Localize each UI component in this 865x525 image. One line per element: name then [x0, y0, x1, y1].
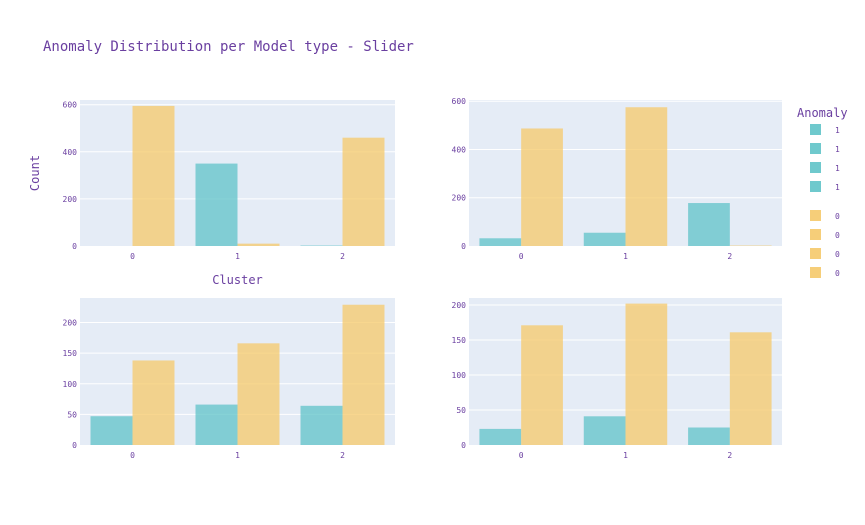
legend-label: 1: [835, 183, 840, 192]
legend-swatch: [810, 124, 821, 135]
legend-swatch: [810, 267, 821, 278]
y-tick-label: 200: [63, 319, 78, 328]
y-tick-label: 400: [452, 145, 467, 154]
x-tick-label: 2: [340, 252, 345, 261]
y-tick-label: 100: [63, 380, 78, 389]
legend-label: 0: [835, 250, 840, 259]
y-tick-label: 50: [67, 410, 77, 419]
bar-cluster-1-anomaly-1[interactable]: [195, 163, 238, 246]
bar-cluster-1-anomaly-0[interactable]: [237, 243, 280, 246]
y-tick-label: 600: [63, 101, 78, 110]
bar-cluster-1-anomaly-1[interactable]: [195, 404, 238, 445]
x-tick-label: 2: [727, 451, 732, 460]
legend-item-anomaly-1[interactable]: 1: [810, 124, 840, 135]
bar-cluster-0-anomaly-0[interactable]: [521, 128, 563, 246]
chart-title: Anomaly Distribution per Model type - Sl…: [43, 39, 414, 55]
bar-cluster-1-anomaly-0[interactable]: [625, 303, 668, 445]
legend-swatch: [810, 143, 821, 154]
legend-item-anomaly-1[interactable]: 1: [810, 162, 840, 173]
y-tick-label: 50: [456, 406, 466, 415]
y-tick-label: 200: [452, 301, 467, 310]
legend-item-anomaly-0[interactable]: 0: [810, 248, 840, 259]
x-tick-label: 0: [519, 252, 524, 261]
x-tick-label: 1: [235, 451, 240, 460]
y-tick-label: 0: [461, 441, 466, 450]
legend-swatch: [810, 229, 821, 240]
x-tick-label: 1: [623, 451, 628, 460]
y-tick-label: 400: [63, 148, 78, 157]
bar-cluster-1-anomaly-1[interactable]: [583, 416, 626, 445]
y-tick-label: 0: [72, 441, 77, 450]
y-tick-label: 150: [452, 336, 467, 345]
y-tick-label: 0: [461, 242, 466, 251]
legend-title: Anomaly: [797, 106, 848, 120]
y-tick-label: 600: [452, 97, 467, 106]
legend-label: 1: [835, 164, 840, 173]
x-tick-label: 0: [130, 252, 135, 261]
bar-cluster-0-anomaly-0[interactable]: [132, 360, 175, 445]
x-tick-label: 1: [235, 252, 240, 261]
bar-cluster-1-anomaly-0[interactable]: [237, 343, 280, 445]
bar-cluster-0-anomaly-1[interactable]: [90, 416, 133, 445]
subplot-1: 0 200 400 600 0 1 2: [452, 97, 782, 261]
legend[interactable]: Anomaly 1 1 1 1 0 0 0 0: [797, 106, 848, 278]
bar-cluster-1-anomaly-1[interactable]: [583, 232, 626, 246]
subplot-0: 0 200 400 600 0 1 2 Cluster Count: [28, 100, 395, 287]
bar-cluster-0-anomaly-0[interactable]: [132, 105, 175, 246]
legend-swatch: [810, 181, 821, 192]
x-tick-label: 2: [727, 252, 732, 261]
subplot-2: 0 50 100 150 200 0 1 2: [63, 298, 395, 460]
bar-cluster-2-anomaly-1[interactable]: [688, 427, 730, 446]
legend-item-anomaly-0[interactable]: 0: [810, 229, 840, 240]
x-tick-label: 1: [623, 252, 628, 261]
y-axis-title: Count: [28, 155, 42, 191]
legend-swatch: [810, 248, 821, 259]
x-tick-label: 2: [340, 451, 345, 460]
y-tick-label: 200: [452, 194, 467, 203]
y-tick-label: 150: [63, 349, 78, 358]
x-axis-title: Cluster: [212, 273, 263, 287]
bar-cluster-2-anomaly-1[interactable]: [300, 405, 343, 445]
bar-cluster-1-anomaly-0[interactable]: [625, 107, 668, 246]
legend-label: 0: [835, 212, 840, 221]
y-tick-label: 200: [63, 195, 78, 204]
legend-label: 1: [835, 145, 840, 154]
bar-cluster-2-anomaly-0[interactable]: [342, 304, 385, 445]
legend-label: 0: [835, 231, 840, 240]
bar-cluster-0-anomaly-1[interactable]: [479, 428, 522, 445]
x-tick-label: 0: [519, 451, 524, 460]
y-tick-label: 100: [452, 371, 467, 380]
legend-item-anomaly-0[interactable]: 0: [810, 267, 840, 278]
legend-swatch: [810, 162, 821, 173]
legend-item-anomaly-0[interactable]: 0: [810, 210, 840, 221]
legend-label: 1: [835, 126, 840, 135]
legend-label: 0: [835, 269, 840, 278]
y-tick-label: 0: [72, 242, 77, 251]
bar-cluster-0-anomaly-1[interactable]: [479, 238, 522, 246]
legend-item-anomaly-1[interactable]: 1: [810, 143, 840, 154]
bar-cluster-2-anomaly-0[interactable]: [729, 332, 772, 445]
subplot-3: 0 50 100 150 200 0 1 2: [452, 298, 782, 460]
legend-swatch: [810, 210, 821, 221]
legend-item-anomaly-1[interactable]: 1: [810, 181, 840, 192]
bar-cluster-2-anomaly-1[interactable]: [688, 203, 730, 246]
bar-cluster-2-anomaly-0[interactable]: [342, 137, 385, 246]
x-tick-label: 0: [130, 451, 135, 460]
bar-cluster-0-anomaly-0[interactable]: [521, 325, 563, 445]
